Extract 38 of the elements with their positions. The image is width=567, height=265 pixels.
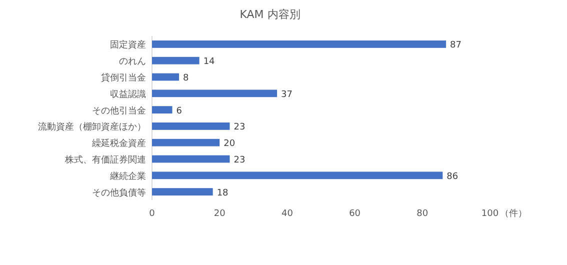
data-label: 20 xyxy=(224,139,236,150)
y-tick-label: その他引当金 xyxy=(92,105,146,116)
data-label: 8 xyxy=(183,74,190,84)
data-label: 23 xyxy=(234,122,246,133)
y-tick-label: 収益認識 xyxy=(110,88,146,100)
x-tick-label: 20 xyxy=(214,209,226,219)
bar xyxy=(152,56,200,64)
bar xyxy=(152,188,213,196)
x-tick-label: 60 xyxy=(349,209,361,219)
bar xyxy=(152,172,443,180)
bar xyxy=(152,73,180,81)
x-axis-title: （件） xyxy=(500,208,527,219)
bar xyxy=(152,106,172,114)
data-label: 14 xyxy=(203,57,216,68)
bar xyxy=(152,155,230,163)
y-tick-label: 継続企業 xyxy=(109,170,146,182)
y-tick-label: その他負債等 xyxy=(92,187,146,198)
bar xyxy=(152,40,446,48)
bar xyxy=(152,122,230,130)
bar xyxy=(152,138,220,146)
x-tick-label: 40 xyxy=(281,209,294,219)
y-tick-label: 固定資産 xyxy=(110,40,146,51)
data-label: 18 xyxy=(216,188,229,198)
y-tick-label: 株式、有価証券関連 xyxy=(64,154,146,166)
data-label: 37 xyxy=(281,90,293,100)
y-tick-label: 繰延税金資産 xyxy=(91,138,146,150)
y-tick-label: 貸倒引当金 xyxy=(101,72,146,84)
data-label: 86 xyxy=(446,172,458,182)
y-tick-label: のれん xyxy=(119,57,146,68)
bar xyxy=(152,90,278,98)
y-tick-label: 流動資産（棚卸資産ほか） xyxy=(38,122,146,133)
x-tick-label: 0 xyxy=(149,209,156,219)
chart-title: KAM 内容別 xyxy=(240,8,300,21)
data-label: 23 xyxy=(234,156,246,166)
data-label: 87 xyxy=(450,40,462,51)
x-tick-label: 80 xyxy=(416,209,428,219)
x-tick-label: 100 xyxy=(481,209,499,219)
data-label: 6 xyxy=(176,106,182,116)
